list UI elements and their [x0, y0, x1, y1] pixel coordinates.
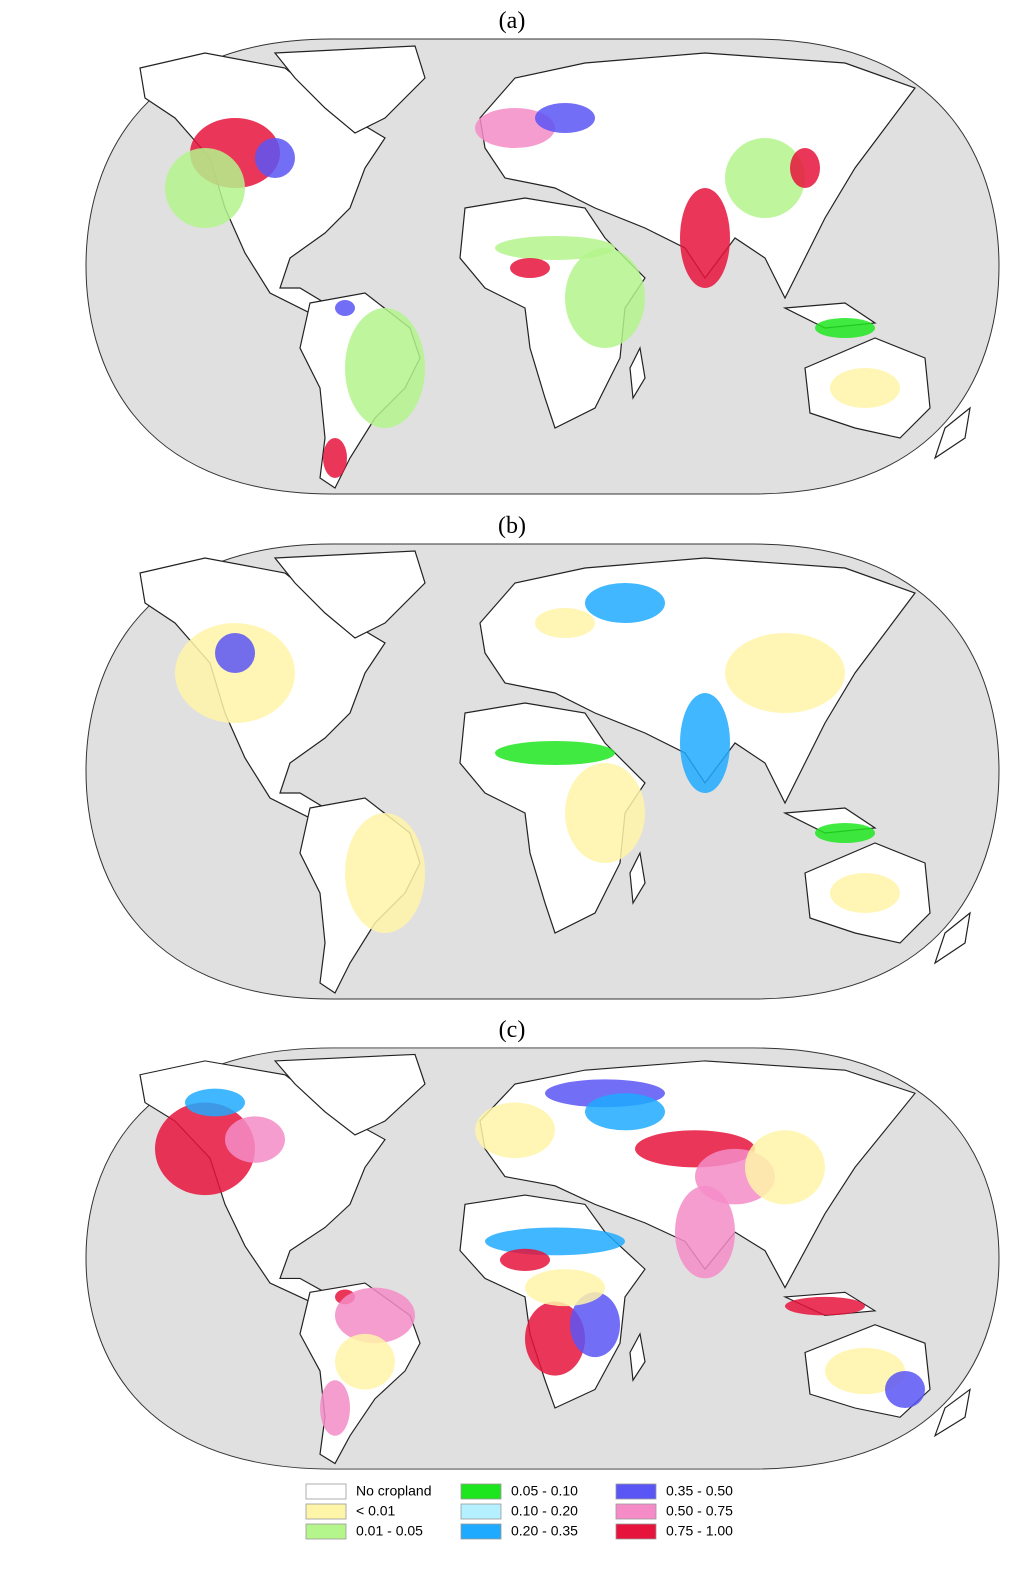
cropland-region — [485, 1227, 625, 1256]
cropland-region — [680, 188, 730, 288]
cropland-region — [323, 438, 347, 478]
legend-swatch — [305, 1503, 347, 1520]
map-panels: (a) (b) (c) — [85, 8, 1000, 1470]
cropland-region — [335, 300, 355, 316]
cropland-region — [885, 1370, 925, 1408]
legend-swatch — [615, 1503, 657, 1520]
cropland-region — [535, 608, 595, 638]
cropland-region — [675, 1185, 735, 1279]
cropland-region — [255, 138, 295, 178]
cropland-region — [525, 1301, 585, 1376]
legend-label: 0.75 - 1.00 — [666, 1523, 733, 1539]
cropland-region — [680, 693, 730, 793]
legend-swatch — [305, 1483, 347, 1500]
cropland-region — [585, 583, 665, 623]
cropland-region — [155, 1102, 255, 1196]
cropland-region — [335, 1333, 395, 1390]
cropland-region — [535, 103, 595, 133]
panel-label: (c) — [499, 1017, 526, 1043]
legend-label: No cropland — [356, 1483, 432, 1499]
cropland-region — [225, 1116, 285, 1163]
cropland-region — [525, 1269, 605, 1307]
cropland-region — [320, 1380, 350, 1436]
legend-label: 0.05 - 0.10 — [511, 1483, 578, 1499]
cropland-region — [495, 236, 615, 260]
legend-label: 0.50 - 0.75 — [666, 1503, 733, 1519]
cropland-region — [830, 873, 900, 913]
cropland-region — [475, 1102, 555, 1159]
cropland-region — [725, 633, 845, 713]
cropland-region — [215, 633, 255, 673]
cropland-region — [335, 1287, 415, 1344]
cropland-region — [165, 148, 245, 228]
cropland-region — [565, 763, 645, 863]
cropland-region — [185, 1088, 245, 1117]
cropland-region — [785, 1296, 865, 1316]
cropland-region — [825, 1347, 905, 1395]
map-panel: (b) — [85, 513, 1000, 1000]
legend-swatch — [615, 1483, 657, 1500]
cropland-region — [510, 258, 550, 278]
legend-swatch — [305, 1523, 347, 1540]
cropland-region — [585, 1093, 665, 1131]
world-map — [85, 543, 1000, 1000]
legend-swatch — [615, 1523, 657, 1540]
cropland-region — [790, 148, 820, 188]
cropland-region — [745, 1130, 825, 1205]
legend-label: 0.10 - 0.20 — [511, 1503, 578, 1519]
legend-swatch — [460, 1523, 502, 1540]
cropland-region — [345, 308, 425, 428]
map-panel: (c) — [85, 1017, 1000, 1470]
legend-label: 0.01 - 0.05 — [356, 1523, 423, 1539]
legend-label: 0.20 - 0.35 — [511, 1523, 578, 1539]
cropland-region — [725, 138, 805, 218]
legend-swatch — [460, 1503, 502, 1520]
cropland-region — [830, 368, 900, 408]
legend-swatch — [460, 1483, 502, 1500]
cropland-region — [570, 1292, 620, 1358]
panel-label: (b) — [498, 513, 526, 539]
legend: No cropland < 0.01 0.01 - 0.05 0.05 - 0.10 0… — [305, 1483, 733, 1540]
cropland-region — [495, 741, 615, 765]
cropland-region — [815, 823, 875, 843]
cropland-region — [815, 318, 875, 338]
cropland-region — [500, 1248, 550, 1271]
cropland-region — [565, 248, 645, 348]
panel-label: (a) — [499, 8, 526, 34]
map-panel: (a) — [85, 8, 1000, 495]
cropland-region — [345, 813, 425, 933]
legend-label: < 0.01 — [356, 1503, 396, 1519]
legend-label: 0.35 - 0.50 — [666, 1483, 733, 1499]
